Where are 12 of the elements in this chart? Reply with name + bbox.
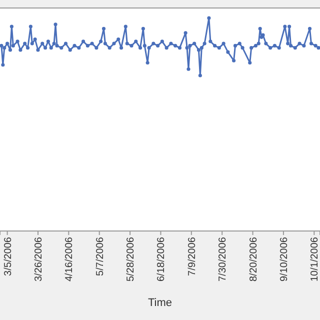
x-tick-label: 8/20/2006 [248, 236, 260, 282]
x-tick-label: 10/1/2006 [310, 236, 320, 282]
x-tick-label: 6/18/2006 [156, 236, 168, 282]
x-tick-label: 4/16/2006 [64, 236, 76, 282]
x-tick-label: 3/5/2006 [2, 236, 14, 276]
x-axis-title: Time [148, 297, 172, 309]
x-tick-label: 5/28/2006 [126, 236, 137, 282]
x-tick-label: 7/30/2006 [218, 236, 229, 282]
x-tick-label: 3/26/2006 [33, 236, 44, 282]
x-tick-label: 9/10/2006 [278, 236, 290, 282]
x-tick-label: 7/9/2006 [186, 236, 198, 276]
x-tick-label: 5/7/2006 [94, 236, 106, 276]
